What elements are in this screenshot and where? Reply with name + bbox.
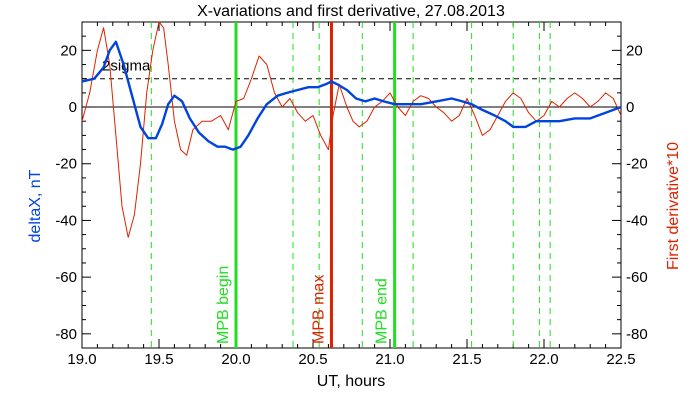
x-tick-label: 20.5 xyxy=(298,351,327,368)
plot-border xyxy=(81,21,622,349)
x-tick-label: 22.0 xyxy=(529,351,558,368)
right-axis-title: First derivative*10 xyxy=(665,142,682,270)
y-right-tick-label: -40 xyxy=(626,212,648,229)
y-left-tick-label: -80 xyxy=(55,326,77,343)
y-right-tick-label: -60 xyxy=(626,269,648,286)
right-y-tick-labels: 20 0 -20 -40 -60 -80 xyxy=(612,35,648,343)
deltaX-series-line xyxy=(81,40,622,151)
y-left-tick-label: 20 xyxy=(60,42,77,59)
y-right-tick-label: 20 xyxy=(626,42,643,59)
x-tick-labels: 19.0 19.5 20.0 20.5 21.0 21.5 22.0 22.5 xyxy=(67,22,636,368)
x-tick-label: 19.5 xyxy=(144,351,173,368)
y-left-tick-label: 0 xyxy=(69,99,77,116)
derivative-series-line xyxy=(81,21,622,238)
y-left-tick-label: -40 xyxy=(55,212,77,229)
x-axis-title: UT, hours xyxy=(317,373,385,390)
threshold-label: 2sigma xyxy=(102,58,151,75)
y-right-tick-label: -80 xyxy=(626,326,648,343)
vertical-markers: MPB begin MPB max MPB end xyxy=(150,22,551,348)
series-lines xyxy=(81,21,622,238)
x-tick-label: 20.0 xyxy=(221,351,250,368)
y-left-tick-label: -20 xyxy=(55,156,77,173)
x-tick-label: 21.0 xyxy=(375,351,404,368)
x-tick-label: 21.5 xyxy=(452,351,481,368)
left-axis-title: deltaX, nT xyxy=(27,169,44,242)
marker-label: MPB max xyxy=(310,275,327,344)
left-y-tick-labels: 20 0 -20 -40 -60 -80 xyxy=(55,35,91,343)
chart-title: X-variations and first derivative, 27.08… xyxy=(197,3,505,20)
plot-frame: 2sigma xyxy=(81,21,622,349)
y-left-tick-label: -60 xyxy=(55,269,77,286)
y-right-tick-label: 0 xyxy=(626,99,634,116)
x-tick-label: 19.0 xyxy=(67,351,96,368)
y-right-tick-label: -20 xyxy=(626,156,648,173)
marker-label: MPB end xyxy=(374,278,391,344)
x-tick-label: 22.5 xyxy=(606,351,635,368)
marker-label: MPB begin xyxy=(215,266,232,344)
